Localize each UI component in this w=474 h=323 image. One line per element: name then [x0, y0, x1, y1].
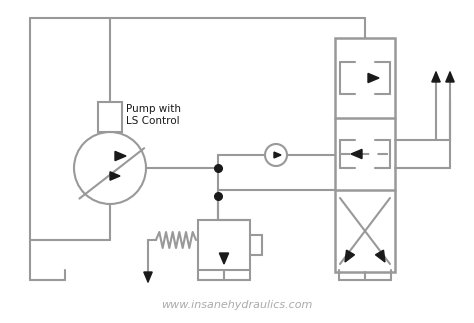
- Polygon shape: [368, 73, 379, 83]
- Polygon shape: [110, 172, 120, 180]
- Polygon shape: [144, 272, 152, 282]
- Text: www.insanehydraulics.com: www.insanehydraulics.com: [161, 300, 313, 310]
- Text: Pump with
LS Control: Pump with LS Control: [126, 104, 181, 126]
- Bar: [335, 38, 395, 272]
- Bar: [98, 102, 122, 132]
- Polygon shape: [274, 152, 281, 158]
- Polygon shape: [446, 72, 454, 82]
- Polygon shape: [219, 253, 228, 264]
- Polygon shape: [432, 72, 440, 82]
- Polygon shape: [115, 151, 126, 161]
- Polygon shape: [351, 149, 362, 159]
- Bar: [198, 220, 250, 270]
- Polygon shape: [345, 250, 355, 262]
- Polygon shape: [375, 250, 385, 262]
